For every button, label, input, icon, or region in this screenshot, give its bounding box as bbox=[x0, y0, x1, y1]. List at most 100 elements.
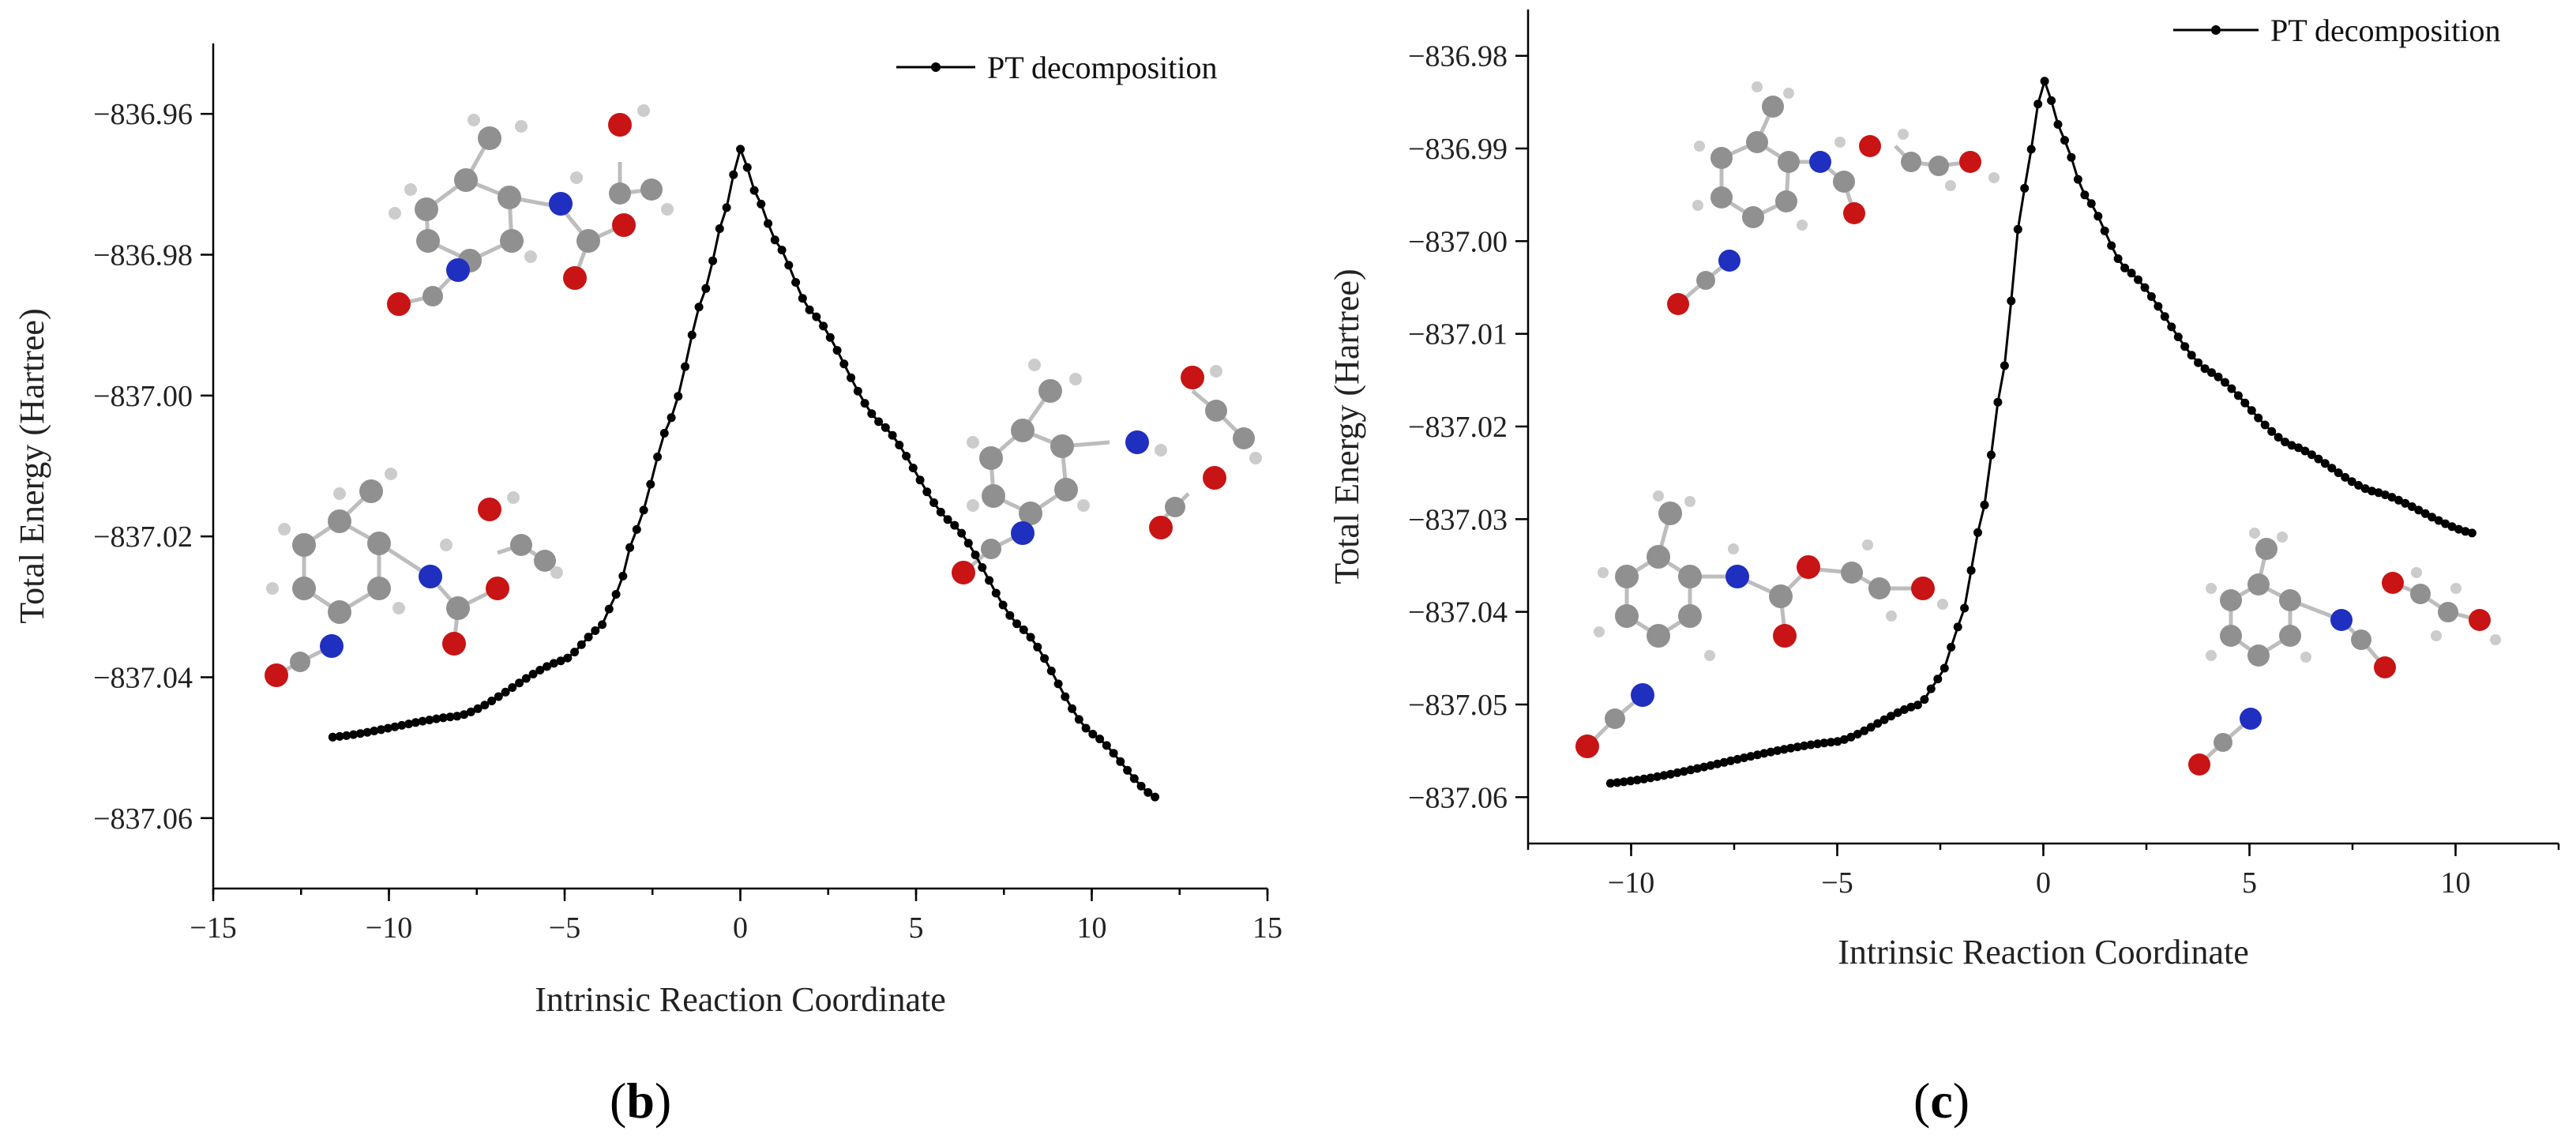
data-point bbox=[1980, 500, 1989, 509]
data-point bbox=[681, 362, 690, 371]
data-point bbox=[2260, 420, 2270, 430]
data-point bbox=[1679, 767, 1688, 776]
data-point bbox=[791, 278, 801, 287]
data-point bbox=[2053, 120, 2063, 129]
data-point bbox=[2207, 368, 2216, 378]
data-point bbox=[902, 452, 911, 460]
data-point bbox=[742, 163, 752, 172]
data-point bbox=[487, 697, 497, 705]
data-point bbox=[1793, 742, 1802, 752]
data-point bbox=[687, 330, 697, 340]
data-point bbox=[563, 653, 573, 663]
molecule-structures-b bbox=[265, 104, 1262, 687]
data-point bbox=[1893, 708, 1902, 717]
data-point bbox=[460, 710, 469, 720]
data-point bbox=[998, 600, 1008, 610]
data-point bbox=[1605, 779, 1615, 788]
data-point bbox=[1632, 776, 1642, 785]
data-point bbox=[908, 464, 918, 472]
data-point bbox=[425, 716, 434, 725]
data-point bbox=[853, 386, 862, 396]
data-point bbox=[1026, 633, 1035, 642]
y-tick-label: −836.98 bbox=[93, 239, 193, 272]
data-point bbox=[618, 571, 628, 581]
data-point bbox=[1639, 774, 1649, 783]
data-point bbox=[543, 662, 552, 671]
molecule-structures-c bbox=[1575, 81, 2501, 776]
data-point bbox=[1740, 753, 1748, 762]
data-point bbox=[2113, 254, 2123, 263]
axes-b: −15 −10 −5 0 5 10 15 −836.96 −836.98 −837.00 −837.… bbox=[13, 43, 1282, 1019]
data-point bbox=[2314, 454, 2323, 464]
data-point bbox=[1806, 740, 1816, 750]
data-point bbox=[1827, 738, 1835, 747]
data-point bbox=[445, 712, 455, 722]
data-point bbox=[355, 729, 365, 738]
data-point bbox=[2146, 292, 2156, 301]
data-point bbox=[515, 678, 524, 688]
legend-label-b: PT decomposition bbox=[987, 50, 1217, 85]
data-point bbox=[570, 648, 580, 657]
data-point bbox=[1933, 674, 1943, 684]
data-point bbox=[2007, 296, 2016, 306]
data-point bbox=[501, 687, 510, 697]
series-pt-decomposition-b bbox=[328, 145, 1160, 802]
data-point bbox=[1074, 715, 1083, 724]
data-point bbox=[452, 712, 462, 721]
y-tick-label: −836.98 bbox=[1408, 40, 1508, 73]
data-point bbox=[2334, 468, 2343, 478]
data-point bbox=[1005, 611, 1015, 620]
data-point bbox=[1833, 737, 1842, 746]
data-point bbox=[1860, 726, 1869, 735]
data-point bbox=[480, 701, 490, 710]
data-point bbox=[1733, 754, 1742, 764]
data-point bbox=[1987, 450, 1996, 460]
y-tick-label: −837.00 bbox=[1408, 225, 1508, 258]
data-point bbox=[1819, 738, 1829, 748]
x-tick-label: −5 bbox=[549, 911, 580, 945]
data-point bbox=[576, 640, 586, 649]
data-point bbox=[584, 633, 593, 642]
data-point bbox=[1136, 781, 1146, 791]
data-point bbox=[2000, 361, 2009, 370]
legend-b: PT decomposition bbox=[896, 50, 1217, 85]
data-point bbox=[2067, 152, 2076, 162]
data-point bbox=[611, 590, 621, 599]
data-point bbox=[2368, 487, 2376, 496]
data-point bbox=[1626, 776, 1635, 786]
chart-panel-b: −15 −10 −5 0 5 10 15 −836.96 −836.98 −837.00 −837.… bbox=[13, 43, 1282, 1129]
data-point bbox=[342, 731, 351, 740]
data-point bbox=[2467, 528, 2476, 538]
data-point bbox=[1779, 745, 1789, 754]
data-point bbox=[784, 261, 794, 270]
data-point bbox=[473, 704, 483, 713]
data-point bbox=[2441, 519, 2450, 528]
data-point bbox=[2380, 490, 2390, 499]
data-point bbox=[377, 725, 386, 735]
x-tick-label: 5 bbox=[2242, 866, 2257, 900]
x-tick-label: 5 bbox=[909, 911, 924, 945]
data-point bbox=[383, 723, 392, 733]
data-point bbox=[2287, 441, 2296, 450]
data-point bbox=[2320, 459, 2330, 468]
y-tick-label: −836.96 bbox=[93, 98, 193, 131]
data-point bbox=[1116, 757, 1125, 766]
data-point bbox=[777, 246, 787, 255]
data-point bbox=[1846, 732, 1856, 742]
data-point bbox=[798, 294, 807, 303]
series-line bbox=[1610, 77, 2473, 785]
data-point bbox=[2167, 322, 2176, 332]
data-point bbox=[2227, 384, 2236, 393]
y-tick-label: −837.06 bbox=[93, 802, 193, 836]
data-point bbox=[591, 626, 600, 635]
data-point bbox=[2274, 433, 2283, 442]
data-point bbox=[1973, 528, 1982, 537]
data-point bbox=[971, 550, 980, 560]
data-point bbox=[2420, 509, 2430, 518]
data-point bbox=[535, 666, 545, 674]
data-point bbox=[646, 479, 655, 489]
x-axis-label: Intrinsic Reaction Coordinate bbox=[1838, 933, 2249, 971]
data-point bbox=[1143, 787, 1153, 797]
data-point bbox=[659, 429, 669, 438]
data-point bbox=[963, 539, 973, 548]
